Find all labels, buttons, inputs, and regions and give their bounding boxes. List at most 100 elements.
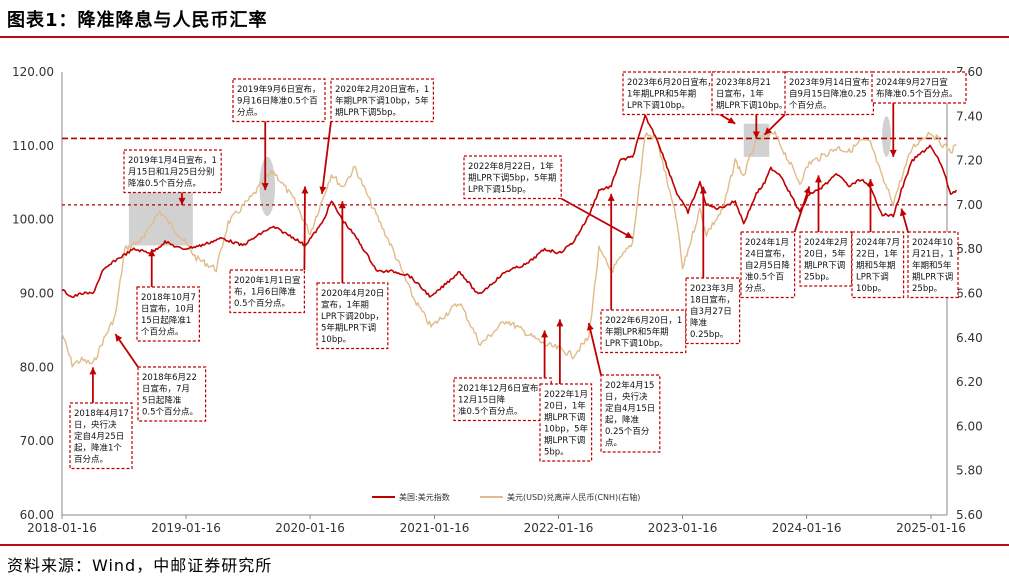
x-tick-label: 2022-01-16	[524, 521, 594, 535]
x-tick-label: 2023-01-16	[648, 521, 718, 535]
annotation-box	[229, 269, 306, 314]
annotation-text-line: 个百分点。	[141, 328, 184, 338]
annotation-text-line: 5bp。	[544, 448, 569, 458]
annotation-text-line: 15日起降准1	[141, 315, 191, 326]
annotation-text-line: 10bp，5年	[544, 424, 589, 435]
annotation-text-line: 2020年2月20日宣布，1	[335, 84, 429, 95]
y-left-tick-label: 120.00	[12, 65, 54, 79]
y-right-tick-label: 6.00	[956, 419, 983, 433]
y-right-tick-label: 7.40	[956, 109, 983, 123]
annotation-text-line: 期LPR下调5bp。	[335, 108, 401, 118]
annotation-text-line: 日宣布，1年	[716, 89, 764, 100]
x-tick-label: 2024-01-16	[772, 521, 842, 535]
annotation-text-line: 9月16日降准0.5个百	[237, 96, 318, 107]
annotation-text-line: 期LPR下调	[544, 436, 585, 446]
annotation-text-line: 2024年10	[912, 237, 953, 248]
annotation-arrowhead	[899, 208, 907, 217]
annotation-text-line: 降准0.5个百分点。	[128, 178, 201, 189]
annotation-text-line: 个百分点。	[789, 101, 832, 111]
annotation-text-line: 期LPR下调	[912, 273, 953, 283]
annotation-arrowhead	[815, 175, 823, 183]
page-title: 图表1：降准降息与人民币汇率	[7, 10, 268, 31]
annotation-text-line: 起，降准	[605, 415, 640, 426]
annotation-arrowhead	[764, 127, 772, 135]
annotation-box	[453, 377, 552, 422]
annotation-text-line: LPR下调	[856, 273, 889, 283]
annotation-text-line: 18日宣布，	[690, 295, 735, 306]
annotation-arrowhead	[556, 319, 564, 327]
annotation-arrowhead	[624, 231, 633, 239]
annotation-text-line: 年期和5年	[912, 260, 952, 271]
annotation-box	[330, 78, 435, 123]
annotation-box	[136, 286, 201, 342]
annotation-text-line: 2022年6月20日，1	[605, 315, 682, 326]
annotation-text-line: 2018年6月22	[142, 372, 197, 383]
annotation-text-line: 布，1月6日降准	[234, 287, 296, 298]
annotation-text-line: 2022年8月22日，1年	[468, 161, 554, 172]
y-left-tick-label: 110.00	[12, 139, 54, 153]
y-right-tick-label: 5.60	[956, 508, 983, 522]
legend-label-usd-index: 美国:美元指数	[399, 492, 450, 502]
annotation-arrowhead	[699, 186, 707, 194]
annotation-text-line: LPR下调10bp。	[605, 339, 668, 349]
annotation-text-line: 5日起降准	[142, 395, 182, 406]
annotation-text-line: 自9月15日降准0.25	[789, 89, 867, 100]
annotation-box	[539, 383, 593, 462]
annotation-text-line: 1年期LPR和5年期	[627, 89, 696, 100]
annotation-text-line: 日宣布，7月	[142, 384, 190, 395]
annotation-box	[784, 71, 875, 116]
annotation-a5: 2019年9月6日宣布，9月16日降准0.5个百分点。	[232, 78, 326, 191]
bottom-divider	[0, 544, 1009, 546]
annotation-box	[316, 282, 389, 350]
annotation-arrowhead	[889, 149, 897, 157]
annotation-text-line: 期和5年期	[856, 260, 895, 271]
annotation-box	[463, 155, 562, 200]
annotation-arrowhead	[338, 201, 346, 209]
x-tick-label: 2021-01-16	[400, 521, 470, 535]
annotation-text-line: 年期LPR下调10bp，5年	[335, 96, 429, 107]
annotation-arrowhead	[115, 334, 123, 342]
annotation-text-line: 准0.5个百分点。	[458, 406, 523, 417]
annotation-text-line: 10bp。	[321, 335, 351, 345]
annotation-text-line: 月15日和1月25日分别	[128, 168, 215, 178]
annotation-text-line: 2024年1月	[745, 237, 789, 248]
y-left-tick-label: 60.00	[20, 508, 54, 522]
annotation-arrowhead	[752, 131, 760, 139]
annotation-text-line: LPR下调20bp，	[321, 312, 384, 322]
annotation-arrowhead	[727, 117, 736, 124]
annotation-text-line: 20日，5年	[804, 249, 846, 260]
annotation-box	[907, 231, 959, 299]
annotation-text-line: 分点。	[237, 108, 263, 118]
annotation-text-line: 25bp。	[804, 273, 834, 283]
annotation-box	[137, 366, 207, 422]
annotation-text-line: 自3月27日	[690, 306, 732, 317]
annotation-text-line: 2020年1月1日宣	[234, 275, 300, 286]
annotation-text-line: 自2月5日降	[745, 260, 790, 271]
y-left-tick-label: 100.00	[12, 213, 54, 227]
annotation-text-line: 2019年1月4日宣布，1	[128, 155, 217, 166]
series-line-usdcnh	[61, 130, 957, 368]
annotation-box	[851, 231, 905, 299]
annotation-box	[69, 402, 133, 470]
y-right-tick-label: 6.40	[956, 331, 983, 345]
annotation-arrowhead	[867, 179, 875, 187]
annotation-text-line: 2023年9月14日宣布	[789, 77, 869, 88]
annotation-text-line: 0.5个百分点。	[234, 299, 290, 309]
legend-label-usdcnh: 美元(USD)兑离岸人民币(CNH)(右轴)	[507, 492, 640, 502]
annotation-text-line: LPR下调10bp。	[627, 101, 690, 111]
annotation-text-line: 期LPR下调5bp，5年期	[468, 173, 556, 184]
